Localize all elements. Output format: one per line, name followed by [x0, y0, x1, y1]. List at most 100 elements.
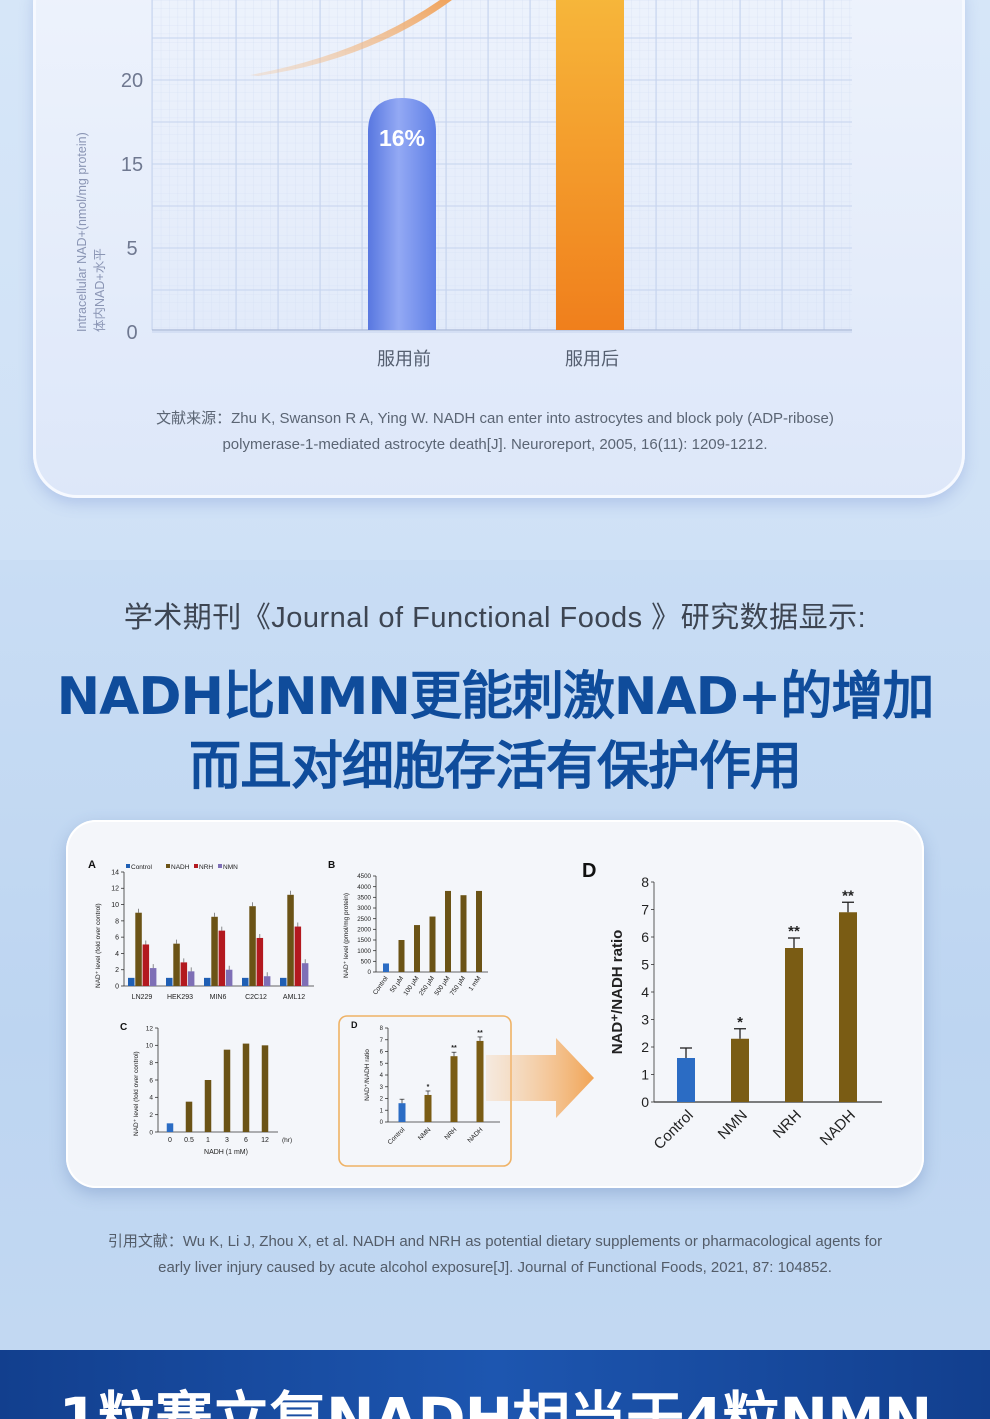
bar [166, 977, 173, 986]
bar [785, 948, 803, 1102]
bar [180, 962, 188, 986]
category-label: NMN [417, 1126, 433, 1142]
category-label: NADH [817, 1107, 859, 1149]
significance-marker: * [737, 1014, 743, 1031]
reference-2-line2: early liver injury caused by acute alcoh… [158, 1259, 832, 1276]
tick-label: 1500 [357, 937, 371, 944]
tick-label: 4 [641, 984, 649, 1000]
category-label: Control [372, 975, 390, 997]
tick-label: 0 [641, 1094, 649, 1110]
bar [429, 916, 436, 972]
bar [460, 895, 467, 972]
tick-label: 1 [641, 1066, 649, 1082]
bar [280, 977, 287, 986]
tick-label: 4 [380, 1073, 384, 1079]
bar-before [368, 98, 436, 330]
significance-marker: ** [451, 1045, 457, 1052]
category-label: 1 mM [468, 975, 483, 992]
tick-label: 5 [641, 956, 649, 972]
legend-swatch [194, 864, 198, 868]
panel-d-ylabel: NAD⁺/NADH ratio [609, 930, 626, 1055]
panel-d-small: D 0 1 2 3 4 5 6 7 8 NAD⁺/NADH ratio Control * NMN ** NR… [351, 1020, 500, 1146]
panel-d-large: D 0 1 2 3 4 5 6 7 8 NAD⁺/NADH ratio Control * NMN ** NR… [582, 860, 882, 1153]
tick-label: 8 [115, 918, 119, 925]
tick-label: 12 [146, 1025, 154, 1032]
panel-letter: C [120, 1022, 127, 1033]
tick-label: 1000 [357, 948, 371, 955]
bar [263, 976, 271, 986]
panel-c-ylabel: NAD⁺ level (fold over control) [133, 1051, 140, 1136]
bar [450, 1056, 458, 1122]
bar [135, 912, 142, 986]
zoom-arrow-icon [486, 1038, 594, 1118]
category-label: 3 [225, 1137, 229, 1144]
bar [204, 977, 211, 986]
tick-label: 10 [146, 1043, 154, 1050]
category-label: 6 [244, 1137, 248, 1144]
y-axis-label: Intracellular NAD+(nmol/mg protein) [75, 132, 89, 332]
reference-1-line2: polymerase-1-mediated astrocyte death[J]… [222, 436, 768, 453]
significance-marker: ** [477, 1030, 483, 1037]
y-tick-label: 20 [121, 70, 143, 92]
legend-swatch [218, 864, 222, 868]
bar [677, 1058, 695, 1102]
significance-marker: ** [842, 887, 854, 904]
bar [261, 1045, 269, 1132]
tick-label: 12 [111, 886, 119, 893]
tick-label: 500 [361, 959, 372, 966]
tick-label: 6 [115, 935, 119, 942]
tick-label: 0 [149, 1129, 153, 1136]
category-label: 750 μM [449, 975, 467, 997]
bar [218, 930, 226, 986]
category-label: 0.5 [184, 1137, 194, 1144]
bar [383, 963, 389, 972]
category-label: 12 [261, 1137, 269, 1144]
bar [128, 977, 135, 986]
tick-label: 3 [641, 1011, 649, 1027]
category-label: LN229 [132, 994, 153, 1001]
legend-swatch [126, 864, 130, 868]
reference-1-line1: 文献来源：Zhu K, Swanson R A, Ying W. NADH ca… [156, 410, 834, 427]
category-label: HEK293 [167, 994, 193, 1001]
tick-label: 3000 [357, 905, 371, 912]
x-category-label: 服用后 [565, 349, 619, 369]
legend-swatch [166, 864, 170, 868]
x-unit-label: (hr) [282, 1137, 292, 1144]
y-tick-label: 15 [121, 154, 143, 176]
bar [142, 944, 150, 986]
category-label: NRH [443, 1126, 458, 1141]
reference-2: 引用文献：Wu K, Li J, Zhou X, et al. NADH and… [60, 1229, 930, 1281]
tick-label: 4500 [357, 873, 371, 880]
tick-label: 7 [380, 1038, 384, 1044]
category-label: NADH [466, 1126, 484, 1144]
category-label: C2C12 [245, 994, 267, 1001]
bar [242, 977, 249, 986]
tick-label: 4 [115, 951, 119, 958]
bar [249, 906, 256, 986]
tick-label: 6 [641, 929, 649, 945]
bar-after [556, 0, 624, 330]
tick-label: 2 [380, 1097, 384, 1103]
bar [476, 1040, 484, 1122]
panel-letter: A [88, 859, 96, 871]
bar [149, 968, 157, 986]
bar [839, 912, 857, 1102]
category-label: AML12 [283, 994, 305, 1001]
tick-label: 0 [380, 1120, 384, 1126]
bar-value-label: 16% [379, 125, 425, 151]
tick-label: 2000 [357, 927, 371, 934]
tick-label: 2500 [357, 916, 371, 923]
bar [185, 1101, 193, 1132]
panel-a: A 0 2 4 6 8 10 12 14 NAD⁺ level (fold over contro… [88, 859, 314, 1001]
category-label: Control [651, 1107, 697, 1153]
bar [204, 1080, 212, 1132]
bar [445, 890, 451, 972]
significance-marker: * [427, 1084, 430, 1091]
legend-label: NRH [199, 864, 213, 871]
panel-a-ylabel: NAD⁺ level (fold over control) [95, 903, 102, 988]
category-label: NMN [715, 1107, 751, 1143]
legend-label: NMN [223, 864, 238, 871]
tick-label: 0 [368, 969, 372, 976]
bar [256, 937, 264, 986]
